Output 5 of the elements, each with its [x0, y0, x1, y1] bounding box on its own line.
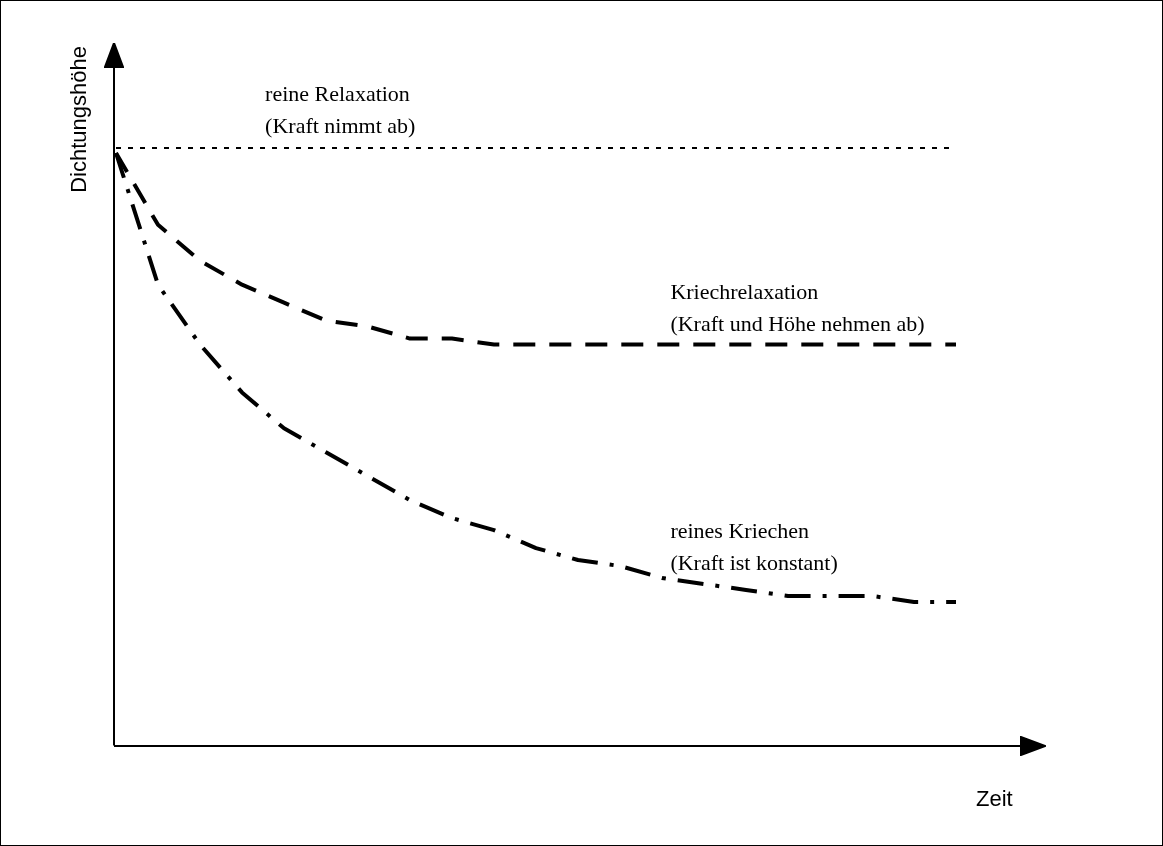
- series-label: reines Kriechen (Kraft ist konstant): [670, 517, 838, 575]
- x-axis-title: Zeit: [976, 785, 1013, 811]
- series-label: reine Relaxation (Kraft nimmt ab): [265, 81, 416, 138]
- y-axis-title: Dichtungshöhe: [66, 46, 91, 193]
- series-label: Kriechrelaxation (Kraft und Höhe nehmen ab): [670, 278, 925, 336]
